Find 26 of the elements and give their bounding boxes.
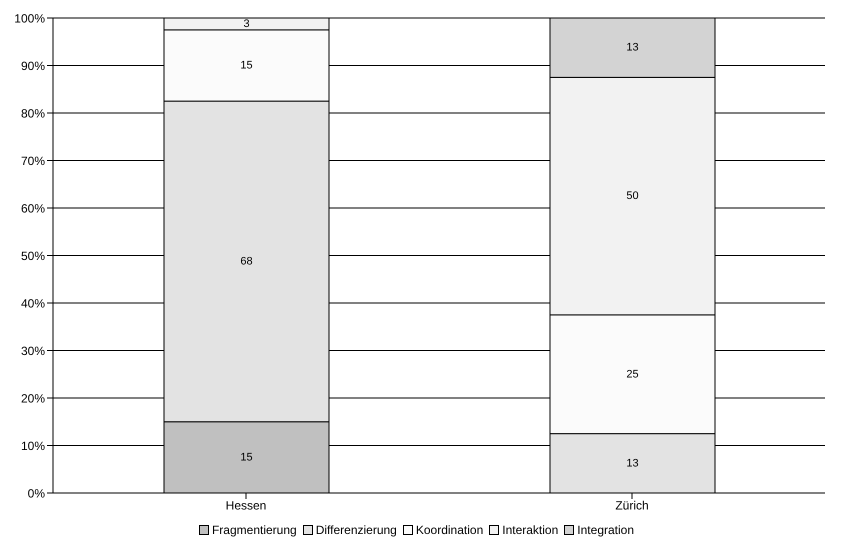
y-tick-label: 50%: [20, 248, 46, 263]
y-tick-label: 40%: [20, 296, 46, 310]
y-tick-label: 70%: [20, 154, 46, 168]
data-label: 13: [626, 457, 639, 470]
data-label: 25: [626, 368, 639, 380]
data-label: 15: [240, 451, 253, 464]
data-label: 68: [240, 255, 253, 268]
legend-label: Koordination: [416, 523, 484, 537]
y-tick-label: 80%: [20, 106, 46, 120]
data-label: 3: [243, 18, 250, 30]
y-tick-label: 90%: [20, 58, 46, 73]
y-tick-label: 10%: [20, 438, 46, 453]
y-tick-label: 100%: [14, 11, 46, 26]
legend-label: Fragmentierung: [212, 523, 297, 537]
data-label: 50: [626, 190, 639, 202]
data-label: 13: [626, 42, 639, 54]
x-tick-label: Hessen: [226, 498, 266, 513]
legend-label: Differenzierung: [316, 523, 397, 537]
y-tick-label: 20%: [20, 391, 46, 406]
y-tick-label: 30%: [20, 344, 46, 358]
legend-label: Interaktion: [502, 523, 558, 537]
data-label: 15: [240, 60, 253, 72]
y-tick-label: 0%: [28, 486, 46, 500]
legend-label: Integration: [577, 523, 634, 537]
y-tick-label: 60%: [20, 201, 46, 216]
x-tick-label: Zürich: [615, 498, 649, 513]
